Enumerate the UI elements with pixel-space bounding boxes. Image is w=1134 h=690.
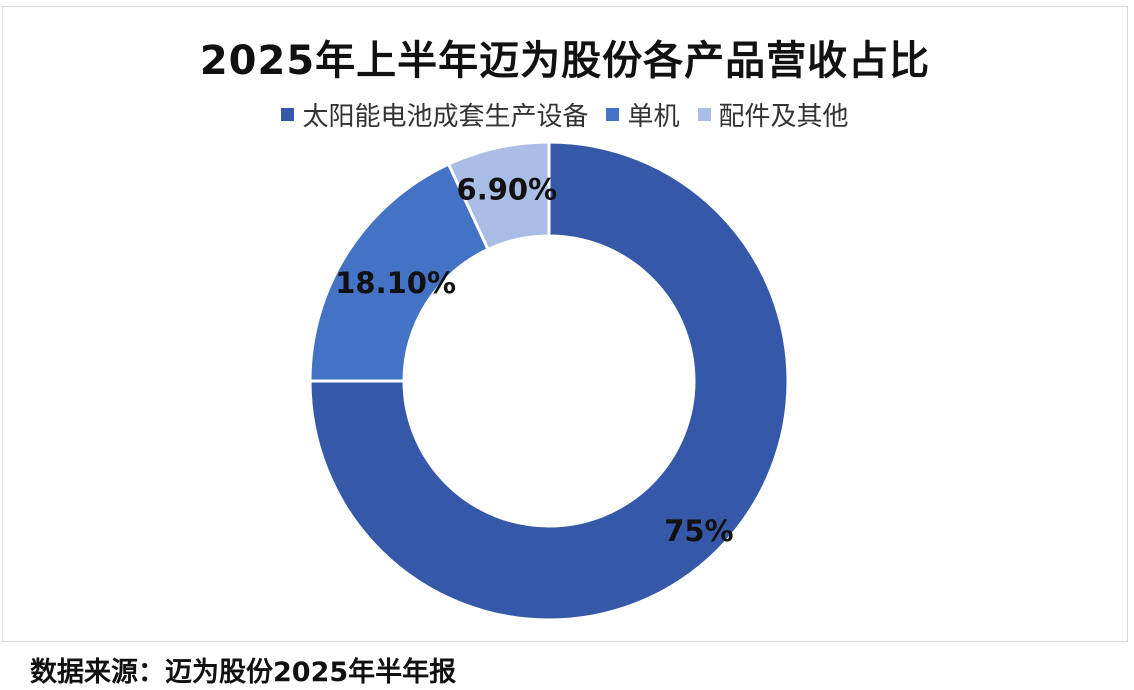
legend-item-accessories: 配件及其他 bbox=[697, 96, 849, 133]
data-source: 数据来源：迈为股份2025年半年报 bbox=[30, 657, 457, 688]
slice-solar-equipment bbox=[308, 140, 790, 622]
legend-label-single-machine: 单机 bbox=[627, 102, 680, 132]
slice-accessories bbox=[446, 140, 551, 252]
slice-single-machine bbox=[308, 162, 491, 383]
chart-title: 2025年上半年迈为股份各产品营收占比 bbox=[199, 38, 931, 84]
data-label-solar-equipment: 75% bbox=[664, 514, 733, 548]
data-label-single-machine: 18.10% bbox=[335, 266, 456, 300]
data-label-accessories: 6.90% bbox=[457, 173, 558, 207]
chart-legend: 太阳能电池成套生产设备 单机 配件及其他 bbox=[0, 96, 1130, 133]
legend-swatch-accessories bbox=[697, 108, 711, 121]
legend-label-solar-equipment: 太阳能电池成套生产设备 bbox=[302, 102, 589, 132]
legend-swatch-solar-equipment bbox=[281, 108, 295, 121]
legend-swatch-single-machine bbox=[606, 108, 620, 121]
legend-item-single-machine: 单机 bbox=[606, 96, 680, 133]
legend-item-solar-equipment: 太阳能电池成套生产设备 bbox=[281, 96, 588, 133]
legend-label-accessories: 配件及其他 bbox=[718, 102, 849, 132]
